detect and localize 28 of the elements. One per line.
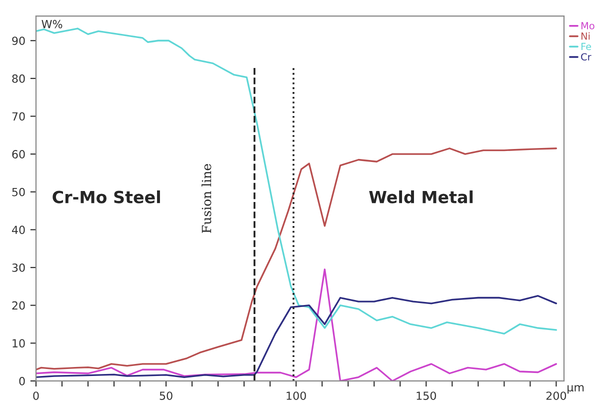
x-tick-label: 200 [546, 392, 566, 400]
legend-label: Fe [581, 42, 592, 50]
annotation: Weld Metal [369, 190, 473, 204]
annotation: Fusion line [202, 164, 212, 233]
y-tick-label: 20 [12, 301, 25, 310]
y-axis-title: W% [42, 20, 62, 28]
legend-label: Mo [581, 22, 594, 30]
line-series [36, 28, 558, 335]
line-series [36, 268, 558, 381]
x-tick-label: 50 [160, 392, 172, 400]
y-tick-label: 0 [19, 376, 25, 386]
annotation: Cr-Mo Steel [52, 190, 160, 204]
y-tick-label: 60 [12, 150, 25, 158]
x-tick-label: 150 [416, 392, 436, 400]
legend-label: Ni [581, 32, 590, 40]
y-tick-label: 10 [12, 339, 25, 348]
legend-label: Cr [581, 53, 592, 61]
x-tick-label: 0 [33, 392, 39, 400]
y-tick-label: 90 [12, 36, 25, 45]
y-tick-label: 30 [12, 263, 25, 272]
x-axis-title: µm [568, 385, 584, 394]
y-tick-label: 70 [12, 112, 25, 121]
y-tick-label: 50 [12, 188, 25, 196]
line-series [36, 148, 558, 370]
y-tick-label: 80 [12, 74, 25, 83]
y-tick-label: 40 [12, 226, 25, 234]
line-series [36, 295, 558, 378]
x-tick-label: 100 [286, 392, 306, 400]
